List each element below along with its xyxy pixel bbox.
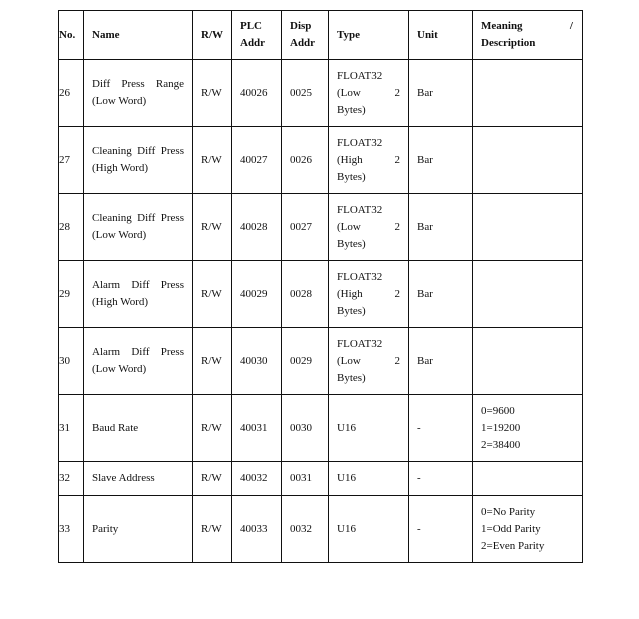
cell-disp-addr: 0030 — [281, 394, 329, 462]
cell-meaning: 0=9600 1=19200 2=38400 — [472, 394, 583, 462]
cell-plc-addr: 40033 — [231, 495, 282, 563]
cell-name: Parity — [83, 495, 193, 563]
cell-disp-addr: 0029 — [281, 327, 329, 395]
cell-disp-addr: 0031 — [281, 461, 329, 496]
cell-type: U16 — [328, 461, 409, 496]
cell-plc-addr: 40027 — [231, 126, 282, 194]
cell-no: 27 — [58, 126, 84, 194]
header-type: Type — [328, 10, 409, 60]
cell-unit: Bar — [408, 327, 473, 395]
cell-unit: Bar — [408, 193, 473, 261]
cell-name: Baud Rate — [83, 394, 193, 462]
cell-rw: R/W — [192, 495, 232, 563]
cell-type: FLOAT32 (Low 2 Bytes) — [328, 59, 409, 127]
cell-plc-addr: 40030 — [231, 327, 282, 395]
cell-disp-addr: 0025 — [281, 59, 329, 127]
cell-rw: R/W — [192, 461, 232, 496]
cell-plc-addr: 40028 — [231, 193, 282, 261]
table-row: 30 Alarm Diff Press (Low Word) R/W 40030 002… — [58, 327, 583, 395]
cell-rw: R/W — [192, 260, 232, 328]
cell-unit: - — [408, 394, 473, 462]
header-disp-addr: Disp Addr — [281, 10, 329, 60]
cell-meaning — [472, 193, 583, 261]
cell-rw: R/W — [192, 394, 232, 462]
cell-type: U16 — [328, 394, 409, 462]
cell-unit: Bar — [408, 260, 473, 328]
cell-no: 33 — [58, 495, 84, 563]
cell-name: Alarm Diff Press (High Word) — [83, 260, 193, 328]
header-row: No. Name R/W PLC Addr Disp Addr Type Uni… — [58, 10, 583, 60]
table-row: 33 Parity R/W 40033 0032 U16-0=No Parity 1=Od… — [58, 495, 583, 563]
header-name: Name — [83, 10, 193, 60]
cell-no: 30 — [58, 327, 84, 395]
cell-name: Diff Press Range (Low Word) — [83, 59, 193, 127]
cell-no: 32 — [58, 461, 84, 496]
cell-unit: - — [408, 461, 473, 496]
cell-name: Slave Address — [83, 461, 193, 496]
header-no: No. — [58, 10, 84, 60]
cell-rw: R/W — [192, 59, 232, 127]
cell-rw: R/W — [192, 327, 232, 395]
cell-type: FLOAT32 (High 2 Bytes) — [328, 126, 409, 194]
cell-disp-addr: 0032 — [281, 495, 329, 563]
cell-meaning — [472, 461, 583, 496]
cell-plc-addr: 40026 — [231, 59, 282, 127]
header-unit: Unit — [408, 10, 473, 60]
header-rw: R/W — [192, 10, 232, 60]
cell-meaning — [472, 327, 583, 395]
cell-unit: Bar — [408, 126, 473, 194]
cell-meaning — [472, 59, 583, 127]
cell-unit: - — [408, 495, 473, 563]
cell-type: FLOAT32 (Low 2 Bytes) — [328, 193, 409, 261]
cell-type: FLOAT32 (Low 2 Bytes) — [328, 327, 409, 395]
cell-disp-addr: 0027 — [281, 193, 329, 261]
cell-no: 29 — [58, 260, 84, 328]
register-table: No. Name R/W PLC Addr Disp Addr Type Uni… — [58, 10, 583, 563]
cell-unit: Bar — [408, 59, 473, 127]
cell-no: 26 — [58, 59, 84, 127]
table-row: 27 Cleaning Diff Press (High Word) R/W 4002… — [58, 126, 583, 194]
cell-plc-addr: 40029 — [231, 260, 282, 328]
cell-plc-addr: 40032 — [231, 461, 282, 496]
cell-name: Alarm Diff Press (Low Word) — [83, 327, 193, 395]
cell-rw: R/W — [192, 126, 232, 194]
table-row: 29 Alarm Diff Press (High Word) R/W 40029 00… — [58, 260, 583, 328]
cell-plc-addr: 40031 — [231, 394, 282, 462]
cell-disp-addr: 0026 — [281, 126, 329, 194]
cell-no: 28 — [58, 193, 84, 261]
cell-disp-addr: 0028 — [281, 260, 329, 328]
cell-meaning — [472, 126, 583, 194]
cell-name: Cleaning Diff Press (Low Word) — [83, 193, 193, 261]
header-plc-addr: PLC Addr — [231, 10, 282, 60]
table-row: 31 Baud Rate R/W 40031 0030 U16-0=9600 1=1920… — [58, 394, 583, 462]
cell-type: FLOAT32 (High 2 Bytes) — [328, 260, 409, 328]
cell-meaning: 0=No Parity 1=Odd Parity 2=Even Parity — [472, 495, 583, 563]
cell-type: U16 — [328, 495, 409, 563]
table-row: 28 Cleaning Diff Press (Low Word) R/W 40028… — [58, 193, 583, 261]
table-row: 32 Slave Address R/W 40032 0031 U16- — [58, 461, 583, 496]
cell-no: 31 — [58, 394, 84, 462]
table-row: 26 Diff Press Range (Low Word) R/W 40026 002… — [58, 59, 583, 127]
cell-meaning — [472, 260, 583, 328]
cell-rw: R/W — [192, 193, 232, 261]
header-meaning: Meaning / Description — [472, 10, 583, 60]
cell-name: Cleaning Diff Press (High Word) — [83, 126, 193, 194]
